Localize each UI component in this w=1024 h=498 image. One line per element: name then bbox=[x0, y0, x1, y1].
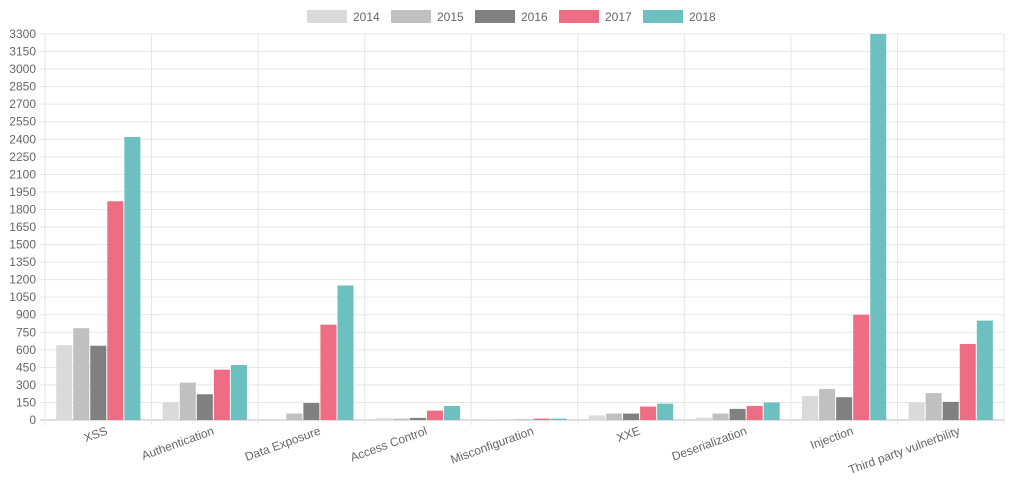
bar-access-control-2017[interactable] bbox=[426, 410, 444, 420]
bar-authentication-2014[interactable] bbox=[162, 402, 179, 420]
bar-misconfiguration-2018[interactable] bbox=[550, 418, 567, 420]
legend-item-2018[interactable]: 2018 bbox=[643, 10, 716, 24]
bar-xss-2015[interactable] bbox=[73, 328, 90, 420]
bar-deserialization-2016[interactable] bbox=[729, 408, 746, 420]
legend-label: 2017 bbox=[605, 10, 632, 24]
bar-deserialization-2018[interactable] bbox=[763, 402, 780, 420]
x-tick-label: Access Control bbox=[348, 424, 429, 465]
bar-data-exposure-2018[interactable] bbox=[337, 285, 354, 420]
x-tick-label: Deserialization bbox=[670, 424, 749, 464]
y-tick-label: 1800 bbox=[9, 202, 36, 216]
x-axis: XSS Authentication Data Exposure Access Con… bbox=[82, 424, 962, 477]
legend-label: 2015 bbox=[437, 10, 464, 24]
x-tick-label: Injection bbox=[808, 424, 855, 452]
bar-third-party-vulnerbility-2015[interactable] bbox=[925, 393, 942, 420]
legend-item-2017[interactable]: 2017 bbox=[559, 10, 632, 24]
legend-swatch bbox=[643, 10, 683, 23]
bar-xss-2017[interactable] bbox=[107, 201, 124, 420]
bar-authentication-2015[interactable] bbox=[179, 382, 196, 420]
bar-authentication-2017[interactable] bbox=[213, 369, 230, 420]
bar-access-control-2014[interactable] bbox=[375, 418, 392, 420]
bar-injection-2014[interactable] bbox=[802, 396, 819, 420]
x-tick-label: Authentication bbox=[140, 424, 216, 463]
chart-grid bbox=[40, 33, 1005, 425]
bar-xss-2018[interactable] bbox=[124, 136, 141, 420]
y-tick-label: 2400 bbox=[9, 132, 36, 146]
y-tick-label: 1650 bbox=[9, 220, 36, 234]
bar-data-exposure-2016[interactable] bbox=[303, 403, 320, 420]
bar-deserialization-2014[interactable] bbox=[695, 417, 712, 420]
y-tick-label: 1350 bbox=[9, 255, 36, 269]
y-tick-label: 1500 bbox=[9, 238, 36, 252]
bar-deserialization-2015[interactable] bbox=[712, 413, 729, 420]
bar-access-control-2016[interactable] bbox=[409, 417, 426, 420]
y-tick-label: 2850 bbox=[9, 80, 36, 94]
bar-third-party-vulnerbility-2016[interactable] bbox=[942, 401, 959, 420]
y-tick-label: 3150 bbox=[9, 45, 36, 59]
bar-xxe-2015[interactable] bbox=[605, 413, 623, 420]
y-axis: 0 150 300 450 600 750 900 1050 1200 1350 1500 1650 1… bbox=[9, 27, 36, 427]
bar-data-exposure-2015[interactable] bbox=[286, 413, 303, 420]
legend-label: 2016 bbox=[521, 10, 548, 24]
x-tick-label: Misconfiguration bbox=[449, 424, 536, 467]
legend-item-2016[interactable]: 2016 bbox=[475, 10, 548, 24]
bar-xss-2014[interactable] bbox=[56, 345, 73, 420]
bar-third-party-vulnerbility-2014[interactable] bbox=[908, 402, 925, 420]
bar-injection-2016[interactable] bbox=[836, 397, 853, 420]
y-tick-label: 1050 bbox=[9, 290, 36, 304]
bar-misconfiguration-2017[interactable] bbox=[533, 418, 550, 420]
bar-xxe-2016[interactable] bbox=[623, 413, 640, 420]
y-tick-label: 150 bbox=[16, 395, 36, 409]
y-tick-label: 3000 bbox=[9, 62, 36, 76]
y-tick-label: 1950 bbox=[9, 185, 36, 199]
bar-data-exposure-2017[interactable] bbox=[320, 324, 337, 420]
legend-swatch bbox=[559, 10, 599, 23]
bar-deserialization-2017[interactable] bbox=[746, 405, 763, 420]
legend-item-2014[interactable]: 2014 bbox=[307, 10, 380, 24]
bar-injection-2018[interactable] bbox=[870, 34, 887, 420]
legend-item-2015[interactable]: 2015 bbox=[391, 10, 464, 24]
bar-third-party-vulnerbility-2017[interactable] bbox=[959, 343, 976, 420]
legend-label: 2018 bbox=[689, 10, 716, 24]
legend-swatch bbox=[475, 10, 515, 23]
y-tick-label: 0 bbox=[29, 413, 36, 427]
bar-xss-2016[interactable] bbox=[90, 345, 107, 420]
y-tick-label: 600 bbox=[16, 343, 36, 357]
legend-swatch bbox=[307, 10, 347, 23]
y-tick-label: 900 bbox=[16, 308, 36, 322]
bar-third-party-vulnerbility-2018[interactable] bbox=[976, 320, 993, 420]
bar-xxe-2018[interactable] bbox=[657, 403, 674, 420]
bar-xxe-2017[interactable] bbox=[640, 406, 657, 420]
y-tick-label: 2250 bbox=[9, 150, 36, 164]
y-tick-label: 300 bbox=[16, 378, 36, 392]
y-tick-label: 3300 bbox=[9, 27, 36, 41]
bar-data-exposure-2014[interactable] bbox=[269, 419, 286, 420]
bar-authentication-2016[interactable] bbox=[196, 394, 213, 420]
x-tick-label: Data Exposure bbox=[243, 424, 323, 464]
bar-injection-2017[interactable] bbox=[853, 314, 870, 420]
x-tick-label: Third party vulnerbility bbox=[847, 424, 962, 477]
bar-xxe-2014[interactable] bbox=[588, 415, 605, 420]
bar-injection-2015[interactable] bbox=[819, 389, 836, 420]
y-tick-label: 750 bbox=[16, 325, 36, 339]
bar-access-control-2018[interactable] bbox=[444, 405, 461, 420]
y-tick-label: 2100 bbox=[9, 167, 36, 181]
y-tick-label: 1200 bbox=[9, 273, 36, 287]
bar-authentication-2018[interactable] bbox=[230, 365, 247, 420]
chart-legend: 2014 2015 2016 2017 2018 bbox=[307, 10, 716, 24]
legend-swatch bbox=[391, 10, 431, 23]
x-tick-label: XSS bbox=[82, 424, 109, 445]
x-tick-label: XXE bbox=[615, 424, 642, 445]
y-tick-label: 2700 bbox=[9, 97, 36, 111]
bar-access-control-2015[interactable] bbox=[392, 418, 409, 420]
y-tick-label: 2550 bbox=[9, 115, 36, 129]
legend-label: 2014 bbox=[353, 10, 380, 24]
chart-bars bbox=[56, 34, 993, 420]
y-tick-label: 450 bbox=[16, 360, 36, 374]
